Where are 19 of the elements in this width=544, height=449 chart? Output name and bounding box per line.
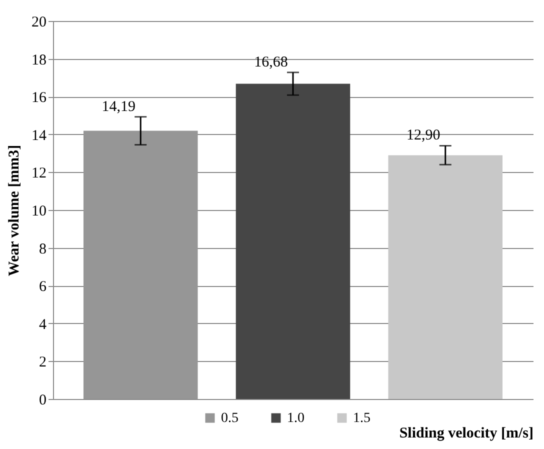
y-axis-title: Wear volume [mm3] — [6, 144, 22, 276]
data-label: 16,68 — [254, 54, 288, 70]
x-axis-title: Sliding velocity [m/s] — [399, 426, 534, 442]
y-tick-label: 20 — [32, 14, 46, 30]
y-tick-label: 2 — [39, 354, 46, 371]
y-tick-label: 8 — [39, 241, 46, 258]
y-tick-label: 0 — [39, 392, 46, 408]
y-tick-label: 4 — [39, 316, 47, 333]
data-label: 14,19 — [102, 98, 136, 115]
legend-label: 1.5 — [353, 411, 370, 426]
data-label: 12,90 — [406, 128, 440, 144]
y-tick-label: 14 — [32, 128, 47, 144]
y-tick-label: 6 — [39, 279, 47, 296]
legend-label: 1.0 — [287, 411, 304, 426]
y-tick-label: 16 — [32, 90, 47, 106]
y-tick-label: 18 — [32, 52, 46, 68]
y-tick-label: 12 — [32, 166, 46, 182]
legend-label: 0.5 — [221, 411, 238, 426]
y-tick-label: 10 — [32, 204, 46, 220]
